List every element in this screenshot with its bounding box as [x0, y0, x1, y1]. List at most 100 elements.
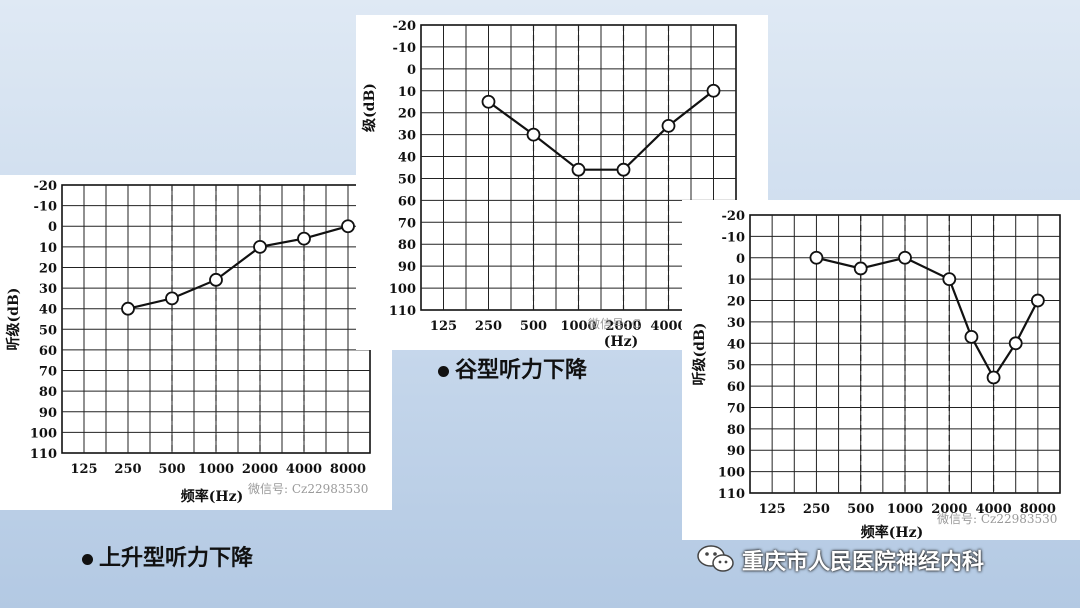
- y-tick-label: 90: [727, 444, 745, 459]
- x-axis-label: 频率(Hz): [181, 488, 243, 505]
- wechat-icon: [697, 545, 734, 572]
- x-tick-label: 2000: [605, 319, 641, 334]
- y-tick-label: 90: [39, 406, 57, 421]
- audiogram-valley-chart: -20 -10 0 10 20 30 40 50 60 70 80 90 100 110 125 250 500…: [361, 19, 737, 350]
- series-line: [127, 225, 349, 310]
- x-tick-label: 4000: [286, 462, 322, 477]
- y-tick-label: 60: [727, 380, 745, 395]
- y-tick-label: 50: [39, 323, 57, 338]
- y-tick-label: 10: [39, 241, 57, 256]
- y-tick-label: 80: [727, 423, 745, 438]
- x-tick-label: 250: [114, 462, 141, 477]
- data-point: [809, 250, 824, 265]
- audiogram-rising-chart: -20 -10 0 10 20 30 40 50 60 70 80 90 100 110 125 250 500…: [5, 179, 371, 505]
- y-tick-label: 0: [407, 63, 416, 78]
- x-tick-label: 2000: [242, 462, 278, 477]
- y-tick-label: 90: [398, 260, 416, 275]
- brand-text: 重庆市人民医院神经内科: [742, 550, 985, 575]
- x-tick-label: 125: [430, 319, 457, 334]
- audiogram-rising-panel: -20 -10 0 10 20 30 40 50 60 70 80 90 100 110 125 250 500…: [0, 175, 392, 510]
- x-tick-label: 8000: [330, 462, 366, 477]
- y-tick-label: 70: [398, 216, 416, 231]
- y-tick-label: 0: [48, 220, 57, 235]
- brand-watermark: 重庆市人民医院神经内科: [696, 540, 1080, 580]
- x-tick-label: 1000: [560, 319, 596, 334]
- data-point: [297, 231, 311, 246]
- y-tick-label: -20: [34, 179, 58, 194]
- y-tick-label: -20: [722, 209, 746, 224]
- data-point: [571, 162, 586, 177]
- y-tick-label: 60: [398, 194, 416, 209]
- y-tick-label: -10: [722, 230, 746, 245]
- x-tick-label: 125: [70, 462, 97, 477]
- caption-rising: 上升型听力下降: [82, 540, 253, 572]
- y-tick-label: 100: [30, 426, 57, 441]
- x-tick-label: 4000: [650, 319, 686, 334]
- y-tick-label: 20: [39, 261, 57, 276]
- x-tick-label: 250: [475, 319, 502, 334]
- x-tick-label: 8000: [1020, 502, 1056, 517]
- data-point: [341, 219, 355, 234]
- data-point: [481, 94, 496, 109]
- data-point: [661, 118, 676, 133]
- y-tick-label: 10: [727, 273, 745, 288]
- x-tick-label: 500: [158, 462, 185, 477]
- y-tick-label: -10: [34, 200, 58, 215]
- watermark-text: 微信号: Cz22983530: [248, 482, 368, 496]
- x-tick-label: 2000: [931, 502, 967, 517]
- y-tick-label: 100: [718, 466, 745, 481]
- y-tick-label: 20: [398, 107, 416, 122]
- y-tick-label: 50: [727, 359, 745, 374]
- y-tick-label: 30: [398, 129, 416, 144]
- bullet-icon: [82, 553, 93, 565]
- x-tick-label: 250: [803, 502, 830, 517]
- x-tick-label: 1000: [887, 502, 923, 517]
- x-axis-label: (Hz): [604, 334, 638, 350]
- data-point: [209, 272, 223, 287]
- y-tick-label: -10: [393, 41, 417, 56]
- audiogram-notch-panel: -20 -10 0 10 20 30 40 50 60 70 80 90 100 110 125 250 500…: [682, 200, 1080, 540]
- y-tick-label: 40: [398, 151, 416, 166]
- audiogram-valley-panel: -20 -10 0 10 20 30 40 50 60 70 80 90 100 110 125 250 500…: [356, 15, 768, 350]
- data-point: [526, 127, 541, 142]
- bullet-icon: [438, 365, 449, 377]
- watermark-text: 微信号: Cz22983530: [937, 512, 1057, 526]
- y-tick-label: -20: [393, 19, 417, 34]
- y-tick-label: 50: [398, 172, 416, 187]
- series-line: [487, 89, 715, 171]
- y-tick-label: 40: [727, 337, 745, 352]
- data-point: [1008, 336, 1023, 351]
- caption-valley: 谷型听力下降: [438, 352, 587, 384]
- data-point: [964, 329, 979, 344]
- y-tick-label: 40: [39, 303, 57, 318]
- x-tick-label: 500: [847, 502, 874, 517]
- y-tick-label: 110: [389, 304, 416, 319]
- y-tick-label: 30: [39, 282, 57, 297]
- x-axis-label: 频率(Hz): [861, 524, 923, 540]
- data-point: [942, 272, 957, 287]
- watermark-text: 微信号: C: [588, 317, 641, 331]
- y-tick-label: 10: [398, 85, 416, 100]
- y-axis-label: 级(dB): [361, 83, 378, 132]
- y-tick-label: 80: [398, 238, 416, 253]
- data-point: [616, 162, 631, 177]
- y-tick-label: 0: [736, 252, 745, 267]
- data-point: [165, 291, 179, 306]
- x-tick-label: 500: [520, 319, 547, 334]
- y-tick-label: 60: [39, 344, 57, 359]
- data-point: [853, 261, 868, 276]
- y-tick-label: 30: [727, 316, 745, 331]
- y-tick-label: 110: [718, 487, 745, 502]
- y-tick-label: 110: [30, 447, 57, 462]
- y-axis-label: 听级(dB): [691, 323, 708, 386]
- data-point: [986, 370, 1001, 385]
- y-tick-label: 20: [727, 295, 745, 310]
- y-axis-label: 听级(dB): [5, 288, 22, 351]
- data-point: [706, 83, 721, 98]
- x-tick-label: 1000: [198, 462, 234, 477]
- data-point: [1030, 293, 1045, 308]
- data-point: [121, 301, 135, 316]
- data-point: [253, 239, 267, 254]
- x-tick-label: 4000: [975, 502, 1011, 517]
- data-point: [898, 250, 912, 265]
